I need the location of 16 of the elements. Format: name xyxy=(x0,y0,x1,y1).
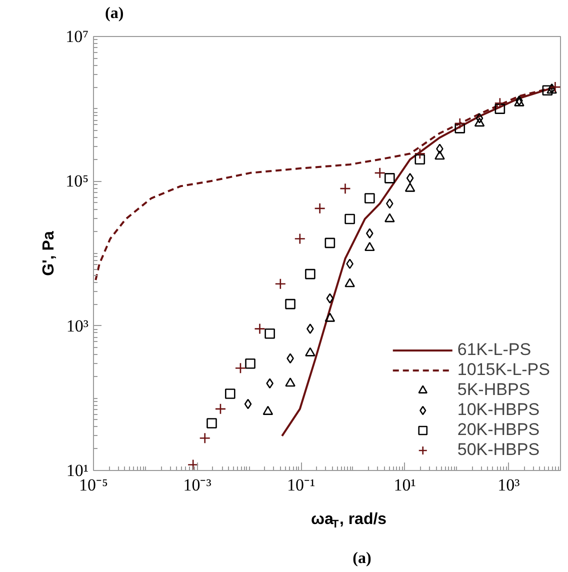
chart-title: (a) xyxy=(105,5,124,22)
x-tick-label: 10⁻¹ xyxy=(287,476,316,494)
legend-label: 61K-L-PS xyxy=(457,340,532,360)
legend-label: 5K-HBPS xyxy=(457,380,530,400)
y-tick-label: 10⁵ xyxy=(66,172,89,191)
legend-label: 20K-HBPS xyxy=(457,420,540,440)
legend-label: 10K-HBPS xyxy=(457,400,540,420)
legend-label: 50K-HBPS xyxy=(457,440,540,460)
x-tick-label: 10⁻³ xyxy=(183,476,212,494)
x-tick-label: 10¹ xyxy=(394,476,416,494)
text: (a) xyxy=(352,550,372,567)
x-tick-label: 10³ xyxy=(498,476,520,494)
y-tick-label: 10³ xyxy=(66,316,89,336)
y-tick-label: 10⁷ xyxy=(66,27,89,46)
legend-label: 1015K-L-PS xyxy=(457,360,550,380)
y-axis-title: G', Pa xyxy=(40,231,58,276)
